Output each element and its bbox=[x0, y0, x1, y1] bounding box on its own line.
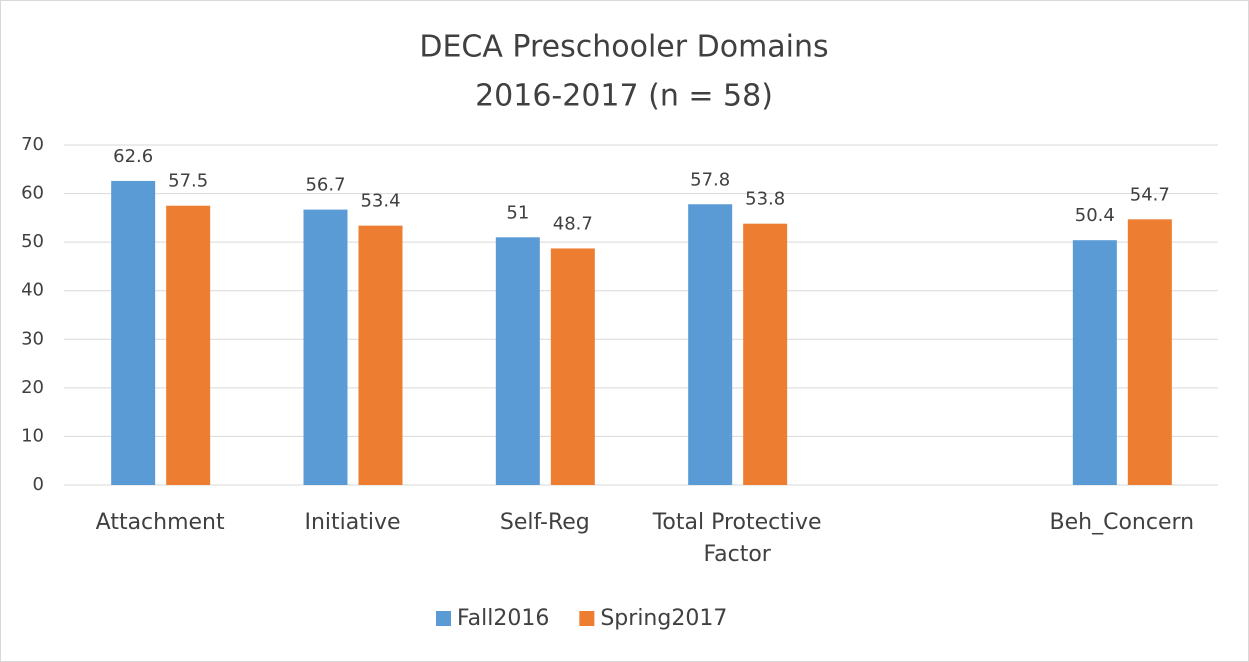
data-label: 51 bbox=[506, 202, 529, 223]
y-tick-label: 40 bbox=[21, 280, 44, 301]
chart-title: DECA Preschooler Domains bbox=[419, 30, 828, 65]
data-label: 57.5 bbox=[168, 171, 208, 192]
data-label: 56.7 bbox=[305, 175, 345, 196]
data-label: 48.7 bbox=[553, 213, 593, 234]
bar bbox=[303, 209, 348, 485]
data-label: 57.8 bbox=[690, 169, 730, 190]
x-tick-label: Initiative bbox=[304, 510, 401, 535]
data-label: 50.4 bbox=[1075, 205, 1115, 226]
bar bbox=[688, 204, 733, 485]
y-tick-label: 30 bbox=[21, 328, 44, 349]
y-tick-label: 50 bbox=[21, 231, 44, 252]
data-label: 53.8 bbox=[745, 189, 785, 210]
y-tick-label: 0 bbox=[33, 474, 44, 495]
data-label: 62.6 bbox=[113, 146, 153, 167]
legend-label: Fall2016 bbox=[457, 606, 549, 631]
x-tick-label: Beh_Concern bbox=[1049, 510, 1195, 535]
bar bbox=[550, 248, 595, 485]
data-label: 54.7 bbox=[1130, 184, 1170, 205]
x-tick-label: Attachment bbox=[95, 510, 225, 535]
chart-title: 2016-2017 (n = 58) bbox=[475, 79, 773, 114]
x-tick-label: Self-Reg bbox=[499, 510, 590, 535]
x-tick-label: Total Protective Factor bbox=[652, 510, 822, 567]
bar bbox=[1072, 240, 1117, 485]
bar bbox=[111, 180, 156, 485]
bar bbox=[358, 225, 403, 485]
legend-swatch bbox=[579, 611, 595, 626]
bar bbox=[166, 205, 211, 485]
legend-swatch bbox=[436, 611, 451, 626]
data-label: 53.4 bbox=[360, 191, 400, 212]
y-tick-label: 10 bbox=[21, 425, 44, 446]
legend-label: Spring2017 bbox=[600, 606, 727, 631]
bar bbox=[495, 237, 540, 485]
y-tick-label: 60 bbox=[21, 183, 44, 204]
bar bbox=[1127, 219, 1172, 486]
y-tick-label: 20 bbox=[21, 377, 44, 398]
bar bbox=[743, 223, 788, 485]
y-tick-label: 70 bbox=[21, 134, 44, 155]
